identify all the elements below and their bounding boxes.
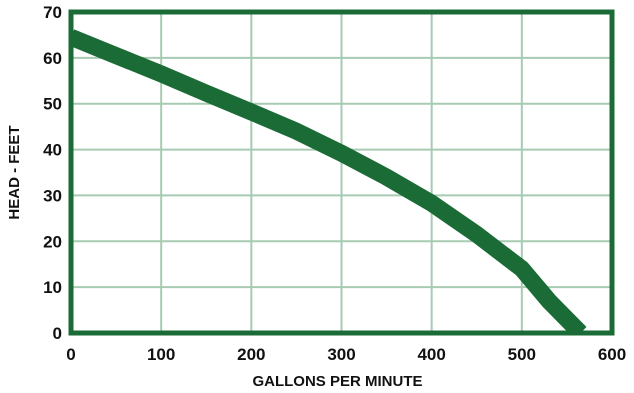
- y-tick-label-50: 50: [43, 95, 62, 114]
- y-tick-label-0: 0: [53, 324, 62, 343]
- x-tick-label-600: 600: [598, 345, 626, 364]
- x-axis-ticks: 0 100 200 300 400 500 600: [66, 345, 626, 364]
- x-tick-label-0: 0: [66, 345, 75, 364]
- y-tick-label-10: 10: [43, 278, 62, 297]
- y-axis-title: HEAD - FEET: [6, 125, 23, 219]
- x-tick-label-300: 300: [327, 345, 355, 364]
- x-tick-label-200: 200: [237, 345, 265, 364]
- x-axis-title: GALLONS PER MINUTE: [252, 373, 422, 390]
- x-tick-label-500: 500: [508, 345, 536, 364]
- plot-frame: [68, 9, 615, 336]
- x-tick-label-100: 100: [147, 345, 175, 364]
- x-tick-label-400: 400: [417, 345, 445, 364]
- y-axis-ticks: 0 10 20 30 40 50 60 70: [43, 3, 62, 343]
- y-tick-label-60: 60: [43, 49, 62, 68]
- y-tick-label-40: 40: [43, 141, 62, 160]
- y-tick-label-30: 30: [43, 186, 62, 205]
- curve-layer: [71, 29, 587, 333]
- y-tick-label-20: 20: [43, 232, 62, 251]
- y-tick-label-70: 70: [43, 3, 62, 22]
- pump-curve-line-0: [71, 29, 587, 333]
